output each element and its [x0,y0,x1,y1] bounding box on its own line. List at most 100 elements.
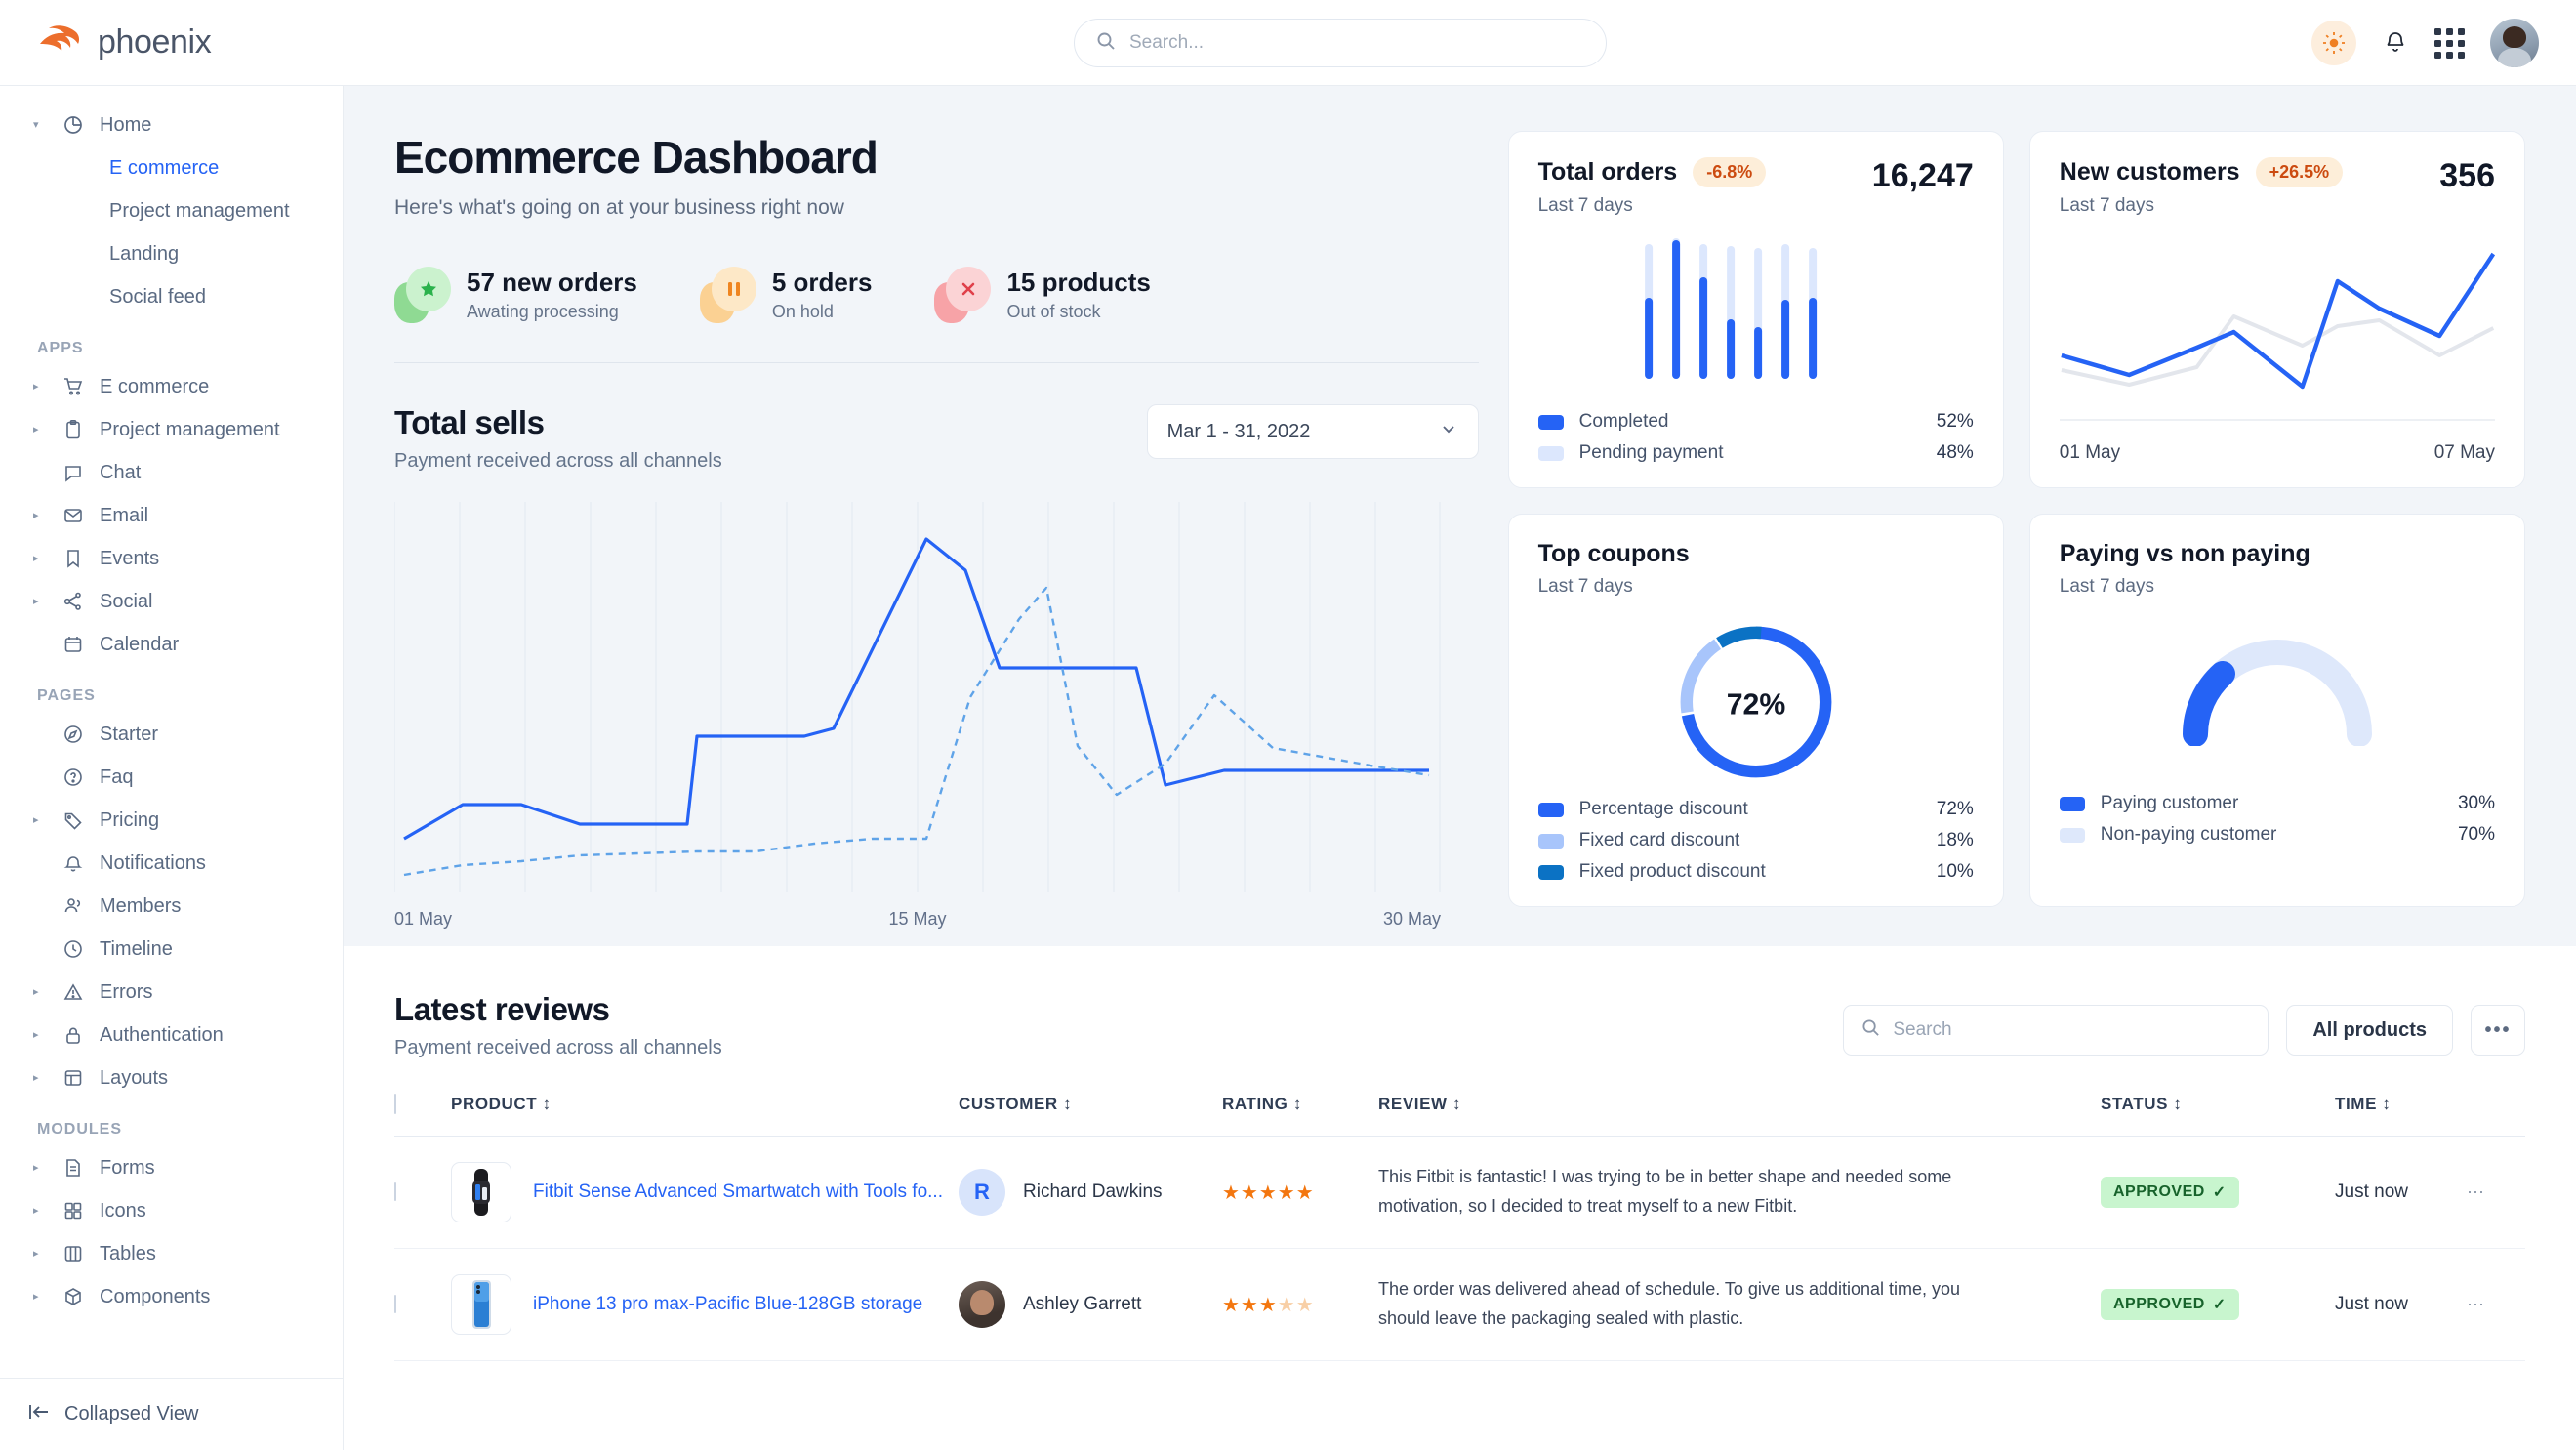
sidebar-item-forms[interactable]: ▸ Forms [0,1146,343,1189]
chat-bubble-icon [59,462,88,483]
product-cell: Fitbit Sense Advanced Smartwatch with To… [451,1136,959,1249]
sidebar-item-errors[interactable]: ▸ Errors [0,971,343,1014]
row-select-cell[interactable] [394,1248,451,1361]
customer-cell: R Richard Dawkins [959,1136,1222,1249]
topbar-actions [2311,0,2539,86]
sidebar-item-icons[interactable]: ▸ Icons [0,1189,343,1232]
select-all-header[interactable] [394,1094,451,1137]
row-actions-cell[interactable]: ⋯ [2467,1136,2525,1249]
sidebar-item-authentication[interactable]: ▸ Authentication [0,1014,343,1056]
chevron-right-icon: ▸ [33,813,39,826]
apps-grid-icon[interactable] [2434,27,2465,59]
stat-out-of-stock[interactable]: 15 products Out of stock [934,267,1151,323]
row-more-icon[interactable]: ⋯ [2467,1181,2486,1202]
sidebar-item-faq[interactable]: Faq [0,756,343,799]
phoenix-bird-icon [37,23,82,62]
product-thumbnail-fitbit [451,1162,511,1222]
column-customer[interactable]: CUSTOMER ↕ [959,1095,1222,1137]
sidebar-item-notifications[interactable]: Notifications [0,842,343,885]
sort-icon: ↕ [2382,1095,2392,1113]
more-options-button[interactable]: ••• [2471,1005,2525,1056]
product-link[interactable]: iPhone 13 pro max-Pacific Blue-128GB sto… [533,1294,923,1314]
legend-item: Paying customer 30% [2059,793,2495,814]
column-status[interactable]: STATUS ↕ [2101,1095,2335,1137]
sidebar-item-email[interactable]: ▸ Email [0,494,343,537]
rating-cell: ★★★★★ [1222,1136,1378,1249]
chevron-down-icon: ▾ [33,118,39,131]
chevron-right-icon: ▸ [33,1247,39,1260]
sidebar-item-events[interactable]: ▸ Events [0,537,343,580]
sidebar-item-timeline[interactable]: Timeline [0,928,343,971]
row-more-icon[interactable]: ⋯ [2467,1294,2486,1314]
reviews-header: Latest reviews Payment received across a… [394,991,2525,1059]
chevron-right-icon: ▸ [33,595,39,607]
product-link[interactable]: Fitbit Sense Advanced Smartwatch with To… [533,1181,943,1202]
star-icon [394,267,451,323]
sidebar-item-home[interactable]: ▾ Home [0,104,343,146]
clock-icon [59,938,88,960]
latest-reviews-panel: Latest reviews Payment received across a… [344,946,2576,1450]
sidebar-item-label: Chat [100,461,142,483]
stat-on-hold[interactable]: 5 orders On hold [699,267,872,323]
sidebar-item-pricing[interactable]: ▸ Pricing [0,799,343,842]
legend-label: Fixed card discount [1578,830,1740,850]
card-legend: Completed 52% Pending payment 48% [1537,411,1974,464]
x-label-end: 30 May [1382,909,1441,929]
sun-icon[interactable] [2311,21,2356,65]
customer-avatar-photo [959,1281,1005,1328]
table-row[interactable]: Fitbit Sense Advanced Smartwatch with To… [394,1136,2525,1249]
sidebar-item-landing[interactable]: Landing [0,232,343,275]
sidebar-item-project-management[interactable]: Project management [0,189,343,232]
row-select-cell[interactable] [394,1136,451,1249]
table-row[interactable]: iPhone 13 pro max-Pacific Blue-128GB sto… [394,1248,2525,1361]
sidebar-item-label: Errors [100,980,153,1003]
sidebar-item-calendar[interactable]: Calendar [0,623,343,666]
global-search[interactable]: Search... [1074,19,1607,67]
legend-value: 72% [1936,799,1974,819]
row-checkbox[interactable] [394,1182,396,1201]
sidebar-item-label: Landing [109,242,180,265]
pie-chart-icon [59,114,88,136]
bell-icon[interactable] [2382,27,2409,60]
column-time[interactable]: TIME ↕ [2335,1095,2467,1137]
sidebar-item-social[interactable]: ▸ Social [0,580,343,623]
all-products-button[interactable]: All products [2286,1005,2453,1056]
sidebar-item-tables[interactable]: ▸ Tables [0,1232,343,1275]
date-range-select[interactable]: Mar 1 - 31, 2022 [1146,404,1479,459]
stat-new-orders[interactable]: 57 new orders Awating processing [394,267,637,323]
chevron-right-icon: ▸ [33,380,39,393]
sidebar-item-social-feed[interactable]: Social feed [0,275,343,318]
column-review[interactable]: REVIEW ↕ [1378,1095,2101,1137]
legend-item: Completed 52% [1537,411,1974,433]
check-icon: ✓ [2212,1184,2227,1201]
sidebar-item-apps-project-management[interactable]: ▸ Project management [0,408,343,451]
sidebar-item-layouts[interactable]: ▸ Layouts [0,1056,343,1099]
sidebar-item-ecommerce[interactable]: E commerce [0,146,343,189]
row-actions-cell[interactable]: ⋯ [2467,1248,2525,1361]
status-cell: APPROVED ✓ [2101,1248,2335,1361]
pause-icon [699,267,756,323]
paying-gauge-chart [2060,637,2495,746]
row-checkbox[interactable] [394,1295,396,1313]
reviews-search-input[interactable]: Search [1843,1005,2269,1056]
avatar[interactable] [2490,19,2539,67]
sidebar-item-starter[interactable]: Starter [0,713,343,756]
sort-icon: ↕ [1452,1095,1462,1113]
envelope-icon [59,505,88,526]
column-rating[interactable]: RATING ↕ [1222,1095,1378,1137]
sidebar-item-label: Timeline [100,937,173,960]
sidebar-item-apps-ecommerce[interactable]: ▸ E commerce [0,365,343,408]
sidebar-item-label: Members [100,894,182,917]
collapsed-view-toggle[interactable]: Collapsed View [0,1378,343,1450]
column-product[interactable]: PRODUCT ↕ [451,1095,959,1137]
select-all-checkbox[interactable] [394,1094,396,1114]
top-bar: phoenix Search... [0,0,2576,86]
sidebar-item-components[interactable]: ▸ Components [0,1275,343,1318]
card-subtitle: Last 7 days [2059,195,2154,216]
brand-logo[interactable]: phoenix [0,23,344,62]
sidebar-item-members[interactable]: Members [0,885,343,928]
review-cell: The order was delivered ahead of schedul… [1378,1248,2101,1361]
time-text: Just now [2335,1181,2408,1202]
collapsed-view-label: Collapsed View [64,1403,199,1425]
sidebar-item-chat[interactable]: Chat [0,451,343,494]
